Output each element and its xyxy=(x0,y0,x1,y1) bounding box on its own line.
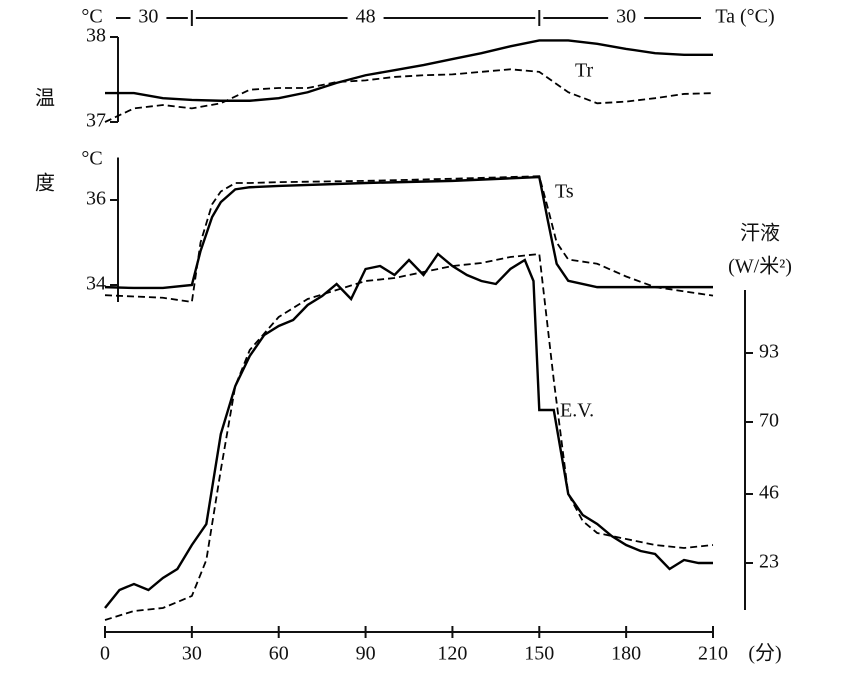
y-unit: (W/米²) xyxy=(728,255,792,278)
x-tick-label: 210 xyxy=(698,643,728,665)
series-line xyxy=(105,39,713,102)
x-tick-label: 120 xyxy=(437,643,467,665)
series-line xyxy=(104,68,714,123)
y-tick-label: 38 xyxy=(86,25,106,47)
x-tick-label: 60 xyxy=(269,643,289,665)
y-tick-label: 23 xyxy=(759,551,779,573)
series-line xyxy=(104,175,713,290)
y-label-char: 温 xyxy=(35,87,55,110)
unit-label: °C xyxy=(81,6,102,28)
ta-phase: 48 xyxy=(356,6,376,28)
x-tick-label: 150 xyxy=(524,643,554,665)
y-tick-label: 70 xyxy=(759,410,779,432)
x-tick-label: 30 xyxy=(182,643,202,665)
annotation: Ts xyxy=(555,181,574,203)
unit-label: °C xyxy=(81,148,102,170)
annotation: E.V. xyxy=(560,400,594,422)
series-line xyxy=(104,252,713,609)
y-tick-label: 37 xyxy=(86,110,106,132)
ta-phase: 30 xyxy=(616,6,636,28)
y-label-char: 度 xyxy=(35,172,55,195)
y-tick-label: 34 xyxy=(86,273,106,295)
ta-label: Ta (°C) xyxy=(715,6,774,28)
y-label: 汗液 xyxy=(740,222,780,245)
annotation: Tr xyxy=(575,60,594,82)
y-tick-label: 93 xyxy=(759,341,779,363)
y-tick-label: 46 xyxy=(759,482,779,504)
x-tick-label: 0 xyxy=(100,643,110,665)
x-tick-label: 180 xyxy=(611,643,641,665)
y-tick-label: 36 xyxy=(86,188,106,210)
series-line xyxy=(104,175,714,304)
x-label: (分) xyxy=(748,642,781,665)
ta-phase: 30 xyxy=(138,6,158,28)
series-line xyxy=(104,253,714,621)
x-tick-label: 90 xyxy=(356,643,376,665)
